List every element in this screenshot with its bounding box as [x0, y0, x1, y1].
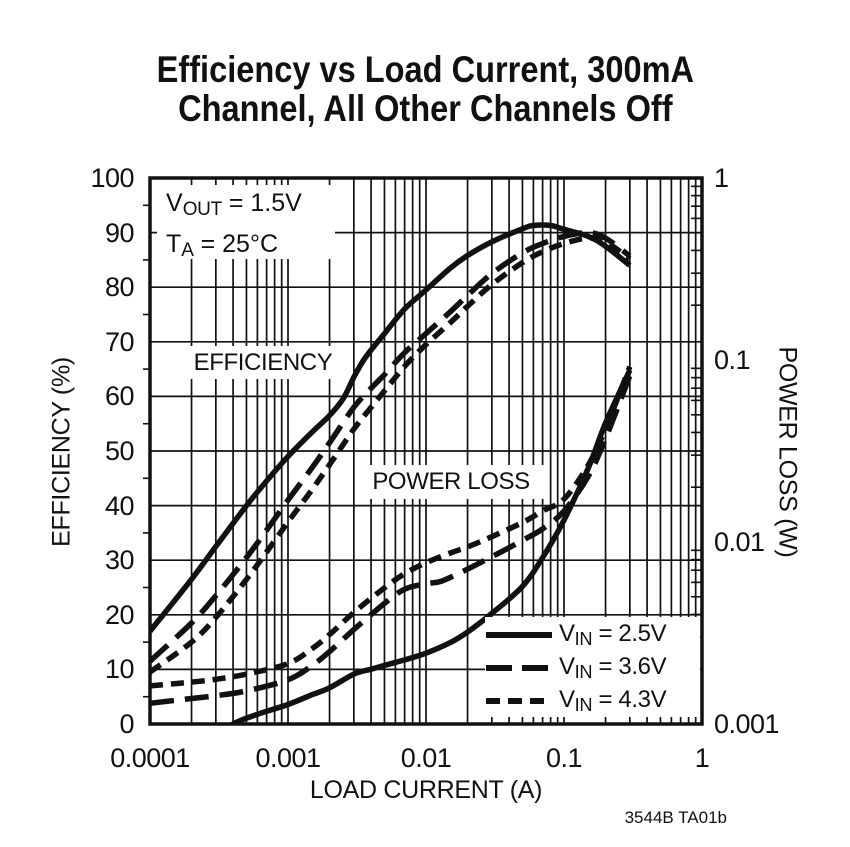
short-dash-line-swatch	[486, 697, 552, 704]
legend-item-vin-2.5v: VIN = 2.5V	[486, 618, 702, 651]
y-left-tick-100: 100	[90, 163, 134, 193]
x-tick-0.1: 0.1	[545, 743, 583, 773]
chart-title: Efficiency vs Load Current, 300mA Channe…	[0, 50, 850, 128]
legend-item-vin-3.6v: VIN = 3.6V	[486, 651, 702, 684]
series-efficiency-vin-2.5v	[150, 222, 632, 633]
y-right-tick-1: 1	[714, 163, 729, 193]
condition-vout: VOUT = 1.5V	[166, 189, 302, 221]
x-tick-0.001: 0.001	[255, 743, 321, 773]
legend-item-vin-4.3v: VIN = 4.3V	[486, 684, 702, 717]
legend-label: VIN = 4.3V	[559, 685, 667, 715]
series-power-loss-vin-2.5v	[228, 368, 633, 724]
chart-title-line2: Channel, All Other Channels Off	[177, 88, 673, 129]
legend: VIN = 2.5V VIN = 3.6V VIN = 4.3V	[486, 618, 702, 718]
x-tick-1: 1	[694, 743, 710, 773]
legend-label: VIN = 2.5V	[559, 619, 667, 649]
y-left-tick-60: 60	[104, 381, 135, 412]
series-efficiency-vin-3.6v	[150, 229, 632, 664]
y-left-tick-10: 10	[104, 654, 135, 685]
y-left-tick-30: 30	[104, 545, 135, 576]
y-right-tick-0.1: 0.1	[714, 345, 751, 375]
y-left-tick-40: 40	[104, 490, 135, 521]
y-right-tick-0.01: 0.01	[714, 527, 765, 557]
label-masks	[157, 185, 546, 499]
y-right-tick-0.001: 0.001	[714, 709, 780, 739]
y-left-tick-20: 20	[104, 599, 135, 630]
x-axis-label: LOAD CURRENT (A)	[309, 776, 543, 804]
legend-label: VIN = 3.6V	[559, 652, 667, 682]
series-power-loss-vin-3.6v	[150, 374, 633, 707]
y-left-tick-70: 70	[104, 326, 135, 357]
y-left-tick-90: 90	[104, 217, 135, 248]
series-efficiency-vin-4.3v	[150, 235, 632, 675]
plot-frame	[148, 176, 704, 726]
x-tick-0.0001: 0.0001	[110, 743, 190, 773]
condition-ta: TA = 25°C	[166, 230, 279, 262]
y-left-tick-80: 80	[104, 272, 135, 303]
solid-line-swatch	[486, 631, 552, 638]
long-dash-line-swatch	[486, 664, 552, 671]
x-tick-0.01: 0.01	[400, 743, 452, 773]
y-left-tick-50: 50	[104, 436, 135, 466]
series-power-loss-vin-4.3v	[150, 365, 633, 689]
chart-title-line1: Efficiency vs Load Current, 300mA	[156, 49, 694, 90]
efficiency-curve-label: EFFICIENCY	[193, 349, 333, 376]
minor-ticks	[143, 185, 702, 698]
test-conditions: VOUT = 1.5V TA = 25°C	[166, 186, 302, 268]
power-loss-curve-label: POWER LOSS	[372, 468, 530, 495]
figure-reference: 3544B TA01b	[624, 808, 727, 827]
y-left-tick-0: 0	[119, 709, 134, 739]
